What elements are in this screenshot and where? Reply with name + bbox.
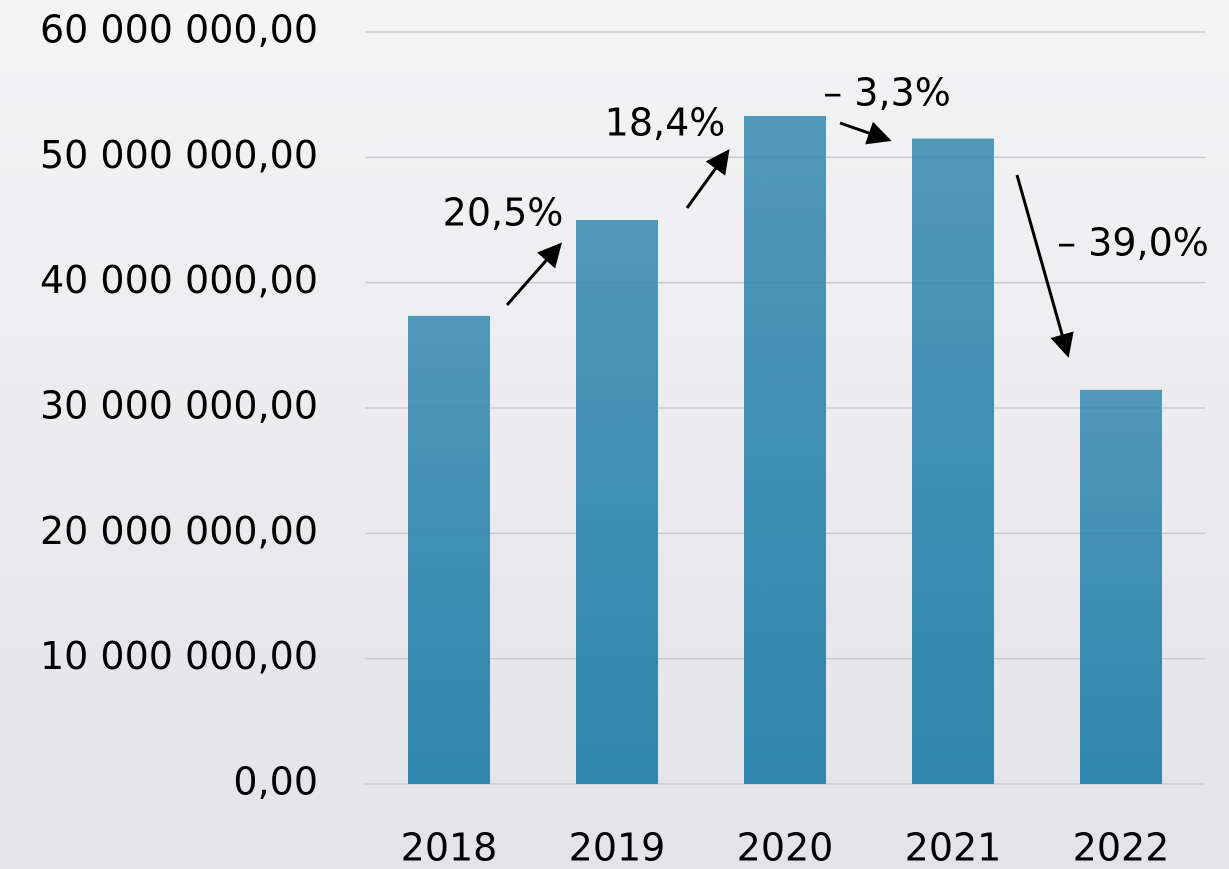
y-tick-label: 60 000 000,00: [40, 8, 318, 52]
arrow: [1015, 174, 1074, 358]
y-tick-label: 20 000 000,00: [40, 509, 318, 553]
x-tick-label: 2022: [1073, 826, 1170, 869]
y-tick-label: 10 000 000,00: [40, 634, 318, 678]
x-tick-label: 2021: [905, 826, 1002, 869]
x-tick-label: 2020: [737, 826, 834, 869]
arrow: [839, 121, 892, 145]
y-tick-label: 30 000 000,00: [40, 384, 318, 428]
y-tick-label: 50 000 000,00: [40, 133, 318, 177]
bar: [1080, 389, 1162, 784]
x-tick-label: 2018: [401, 826, 498, 869]
arrow: [685, 149, 730, 209]
annotation: – 39,0%: [1057, 221, 1209, 265]
bar: [408, 315, 490, 784]
bar: [576, 220, 658, 784]
bar: [744, 115, 826, 785]
y-tick-label: 0,00: [233, 760, 318, 804]
x-tick-label: 2019: [569, 826, 666, 869]
annotation: 20,5%: [443, 191, 564, 235]
y-tick-label: 40 000 000,00: [40, 258, 318, 302]
annotation: 18,4%: [605, 101, 726, 145]
bar: [912, 138, 994, 785]
arrow: [505, 242, 562, 306]
annotation: – 3,3%: [823, 71, 951, 115]
